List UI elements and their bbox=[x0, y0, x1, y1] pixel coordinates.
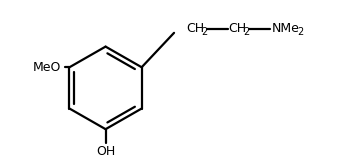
Text: 2: 2 bbox=[297, 27, 303, 37]
Text: CH: CH bbox=[229, 22, 247, 35]
Text: 2: 2 bbox=[201, 27, 207, 37]
Text: 2: 2 bbox=[243, 27, 250, 37]
Text: CH: CH bbox=[186, 22, 204, 35]
Text: NMe: NMe bbox=[271, 22, 299, 35]
Text: OH: OH bbox=[96, 145, 115, 158]
Text: MeO: MeO bbox=[33, 61, 61, 74]
